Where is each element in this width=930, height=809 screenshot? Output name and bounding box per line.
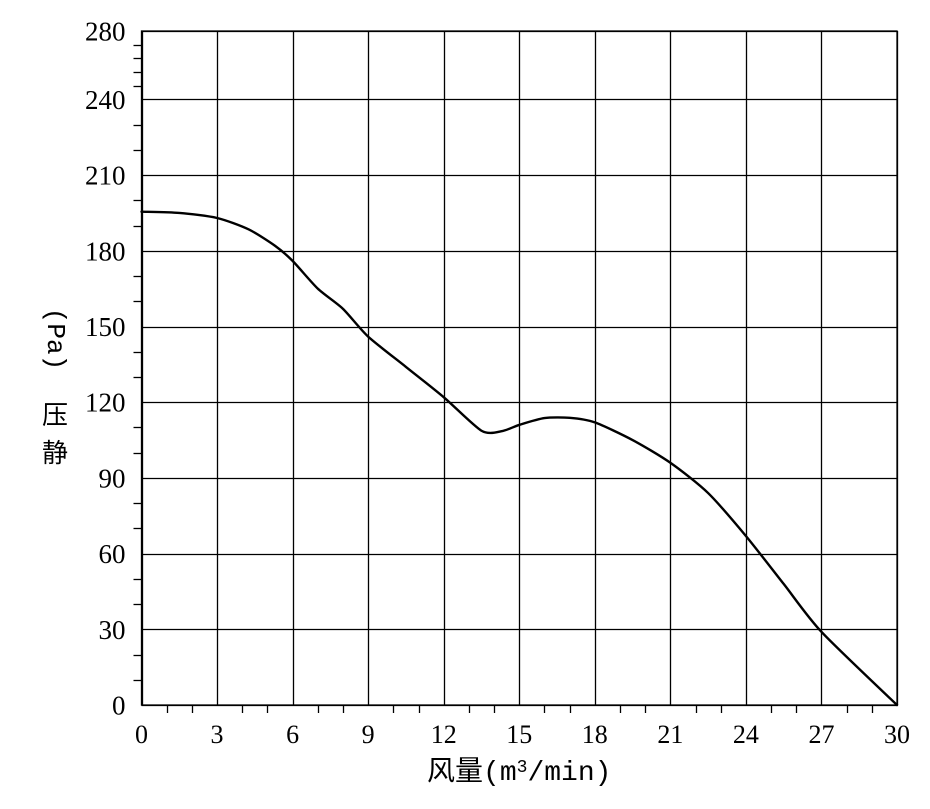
svg-text:27: 27: [808, 720, 834, 749]
svg-text:18: 18: [582, 720, 608, 749]
svg-text:180: 180: [85, 236, 126, 266]
svg-text:210: 210: [85, 161, 126, 191]
svg-text:30: 30: [884, 720, 910, 749]
svg-text:6: 6: [286, 720, 299, 749]
svg-text:风量(m3/min): 风量(m3/min): [427, 756, 611, 789]
svg-text:压: 压: [42, 401, 68, 430]
svg-text:30: 30: [99, 615, 126, 645]
svg-text:280: 280: [85, 17, 126, 47]
svg-text:150: 150: [85, 312, 126, 342]
svg-text:90: 90: [99, 463, 126, 493]
svg-text:3: 3: [211, 720, 224, 749]
svg-text:9: 9: [362, 720, 375, 749]
svg-text:静: 静: [42, 439, 68, 468]
svg-text:21: 21: [657, 720, 683, 749]
svg-text:120: 120: [85, 388, 126, 418]
svg-text:(Pa): (Pa): [40, 308, 70, 370]
svg-text:0: 0: [135, 720, 148, 749]
svg-text:12: 12: [431, 720, 457, 749]
svg-text:24: 24: [733, 720, 759, 749]
svg-text:240: 240: [85, 85, 126, 115]
svg-text:60: 60: [99, 539, 126, 569]
svg-text:15: 15: [506, 720, 532, 749]
svg-text:0: 0: [112, 691, 126, 721]
